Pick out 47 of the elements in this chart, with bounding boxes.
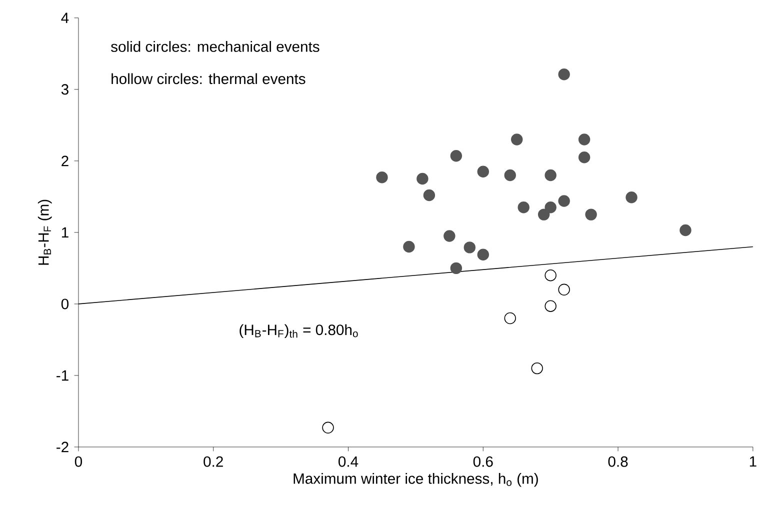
- point: [450, 150, 462, 162]
- point: [376, 172, 388, 184]
- point: [558, 195, 570, 208]
- point: [518, 202, 530, 214]
- point: [322, 422, 334, 434]
- point: [544, 270, 556, 282]
- point: [477, 166, 490, 178]
- point: [423, 190, 436, 202]
- annotation: (H$_{B}$-H$_{F}$)$_{th}$ = 0.80h$_{o}$: [240, 324, 358, 338]
- point: [585, 208, 597, 221]
- y-tick-label: 1: [62, 228, 68, 238]
- x-tick-label: 0.8: [608, 456, 628, 468]
- point: [504, 170, 516, 182]
- x-tick-label: 1: [750, 456, 756, 467]
- point: [578, 152, 590, 164]
- x-tick-label: 0.6: [473, 456, 493, 468]
- point: [403, 241, 415, 253]
- point: [680, 224, 692, 236]
- y-tick-label: 4: [61, 12, 69, 24]
- y-axis-title: H$_{B}$-H$_{F}$ (m): [38, 200, 52, 265]
- point: [416, 173, 428, 185]
- annotation: solid circles: mechanical events: [111, 41, 320, 52]
- point: [558, 68, 570, 80]
- annotation: hollow circles: thermal events: [112, 73, 306, 84]
- point: [464, 242, 476, 254]
- point: [511, 134, 523, 146]
- y-tick-label: 0: [61, 298, 69, 310]
- point: [504, 312, 516, 324]
- x-axis-title: Maximum winter ice thickness, h$_{o}$ (m): [294, 473, 538, 488]
- y-tick-label: -1: [56, 370, 68, 381]
- point: [626, 192, 638, 204]
- x-tick-label: 0.4: [338, 456, 358, 468]
- point: [544, 300, 556, 312]
- point: [578, 134, 590, 146]
- point: [558, 284, 570, 296]
- x-tick-label: 0.2: [204, 456, 223, 468]
- point: [538, 208, 550, 221]
- point: [544, 170, 556, 182]
- point: [477, 248, 490, 261]
- y-tick-label: 3: [61, 84, 68, 95]
- point: [531, 362, 543, 374]
- point: [444, 230, 456, 242]
- y-tick-label: -2: [56, 442, 68, 452]
- point: [450, 262, 462, 274]
- x-tick-label: 0: [74, 456, 82, 468]
- y-tick-label: 2: [62, 156, 68, 166]
- point: [544, 202, 556, 214]
